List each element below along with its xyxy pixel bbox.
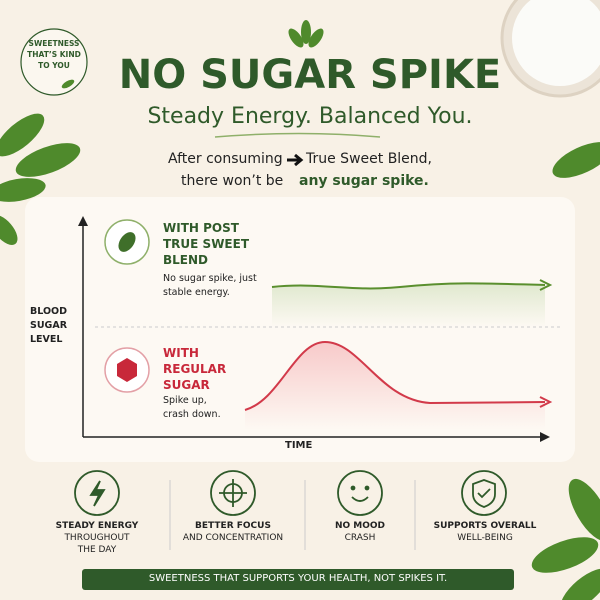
benefit-title: STEADY ENERGY bbox=[55, 521, 139, 531]
blend-heading: WITH POST TRUE SWEET BLEND bbox=[163, 221, 250, 267]
benefit-title: NO MOOD bbox=[334, 521, 386, 531]
y-axis-label: BLOOD SUGAR LEVEL bbox=[30, 306, 68, 345]
badge: SWEETNESS THAT’S KIND TO YOU bbox=[21, 38, 87, 71]
subtitle: Steady Energy. Balanced You. bbox=[147, 104, 473, 129]
benefit-title: BETTER FOCUS bbox=[195, 521, 271, 531]
benefit-subtitle: WELL-BEING bbox=[457, 533, 513, 543]
benefit: STEADY ENERGY THROUGHOUT THE DAY bbox=[37, 520, 157, 556]
blend-description: No sugar spike, just stable energy. bbox=[163, 273, 257, 298]
benefit: SUPPORTS OVERALL WELL-BEING bbox=[420, 520, 550, 544]
x-axis-label: TIME bbox=[285, 440, 313, 451]
badge-line: TO YOU bbox=[38, 61, 70, 70]
footer-text: SWEETNESS THAT SUPPORTS YOUR HEALTH, NOT… bbox=[148, 573, 448, 584]
badge-line: THAT’S KIND bbox=[27, 50, 81, 59]
regular-description: Spike up, crash down. bbox=[163, 395, 221, 420]
intro-highlight: any sugar spike. bbox=[299, 173, 429, 189]
regular-heading: WITH REGULAR SUGAR bbox=[163, 346, 227, 392]
benefit-subtitle: AND CONCENTRATION bbox=[182, 533, 284, 543]
benefit-subtitle: CRASH bbox=[344, 533, 376, 543]
badge-line: SWEETNESS bbox=[28, 39, 80, 48]
benefit: NO MOOD CRASH bbox=[305, 520, 415, 544]
title: NO SUGAR SPIKE bbox=[118, 52, 502, 98]
intro-text: After consuming bbox=[168, 151, 283, 167]
intro-text: there won’t be bbox=[181, 173, 284, 189]
benefit: BETTER FOCUS AND CONCENTRATION bbox=[173, 520, 293, 544]
intro-product: True Sweet Blend, bbox=[306, 151, 433, 167]
benefit-title: SUPPORTS OVERALL bbox=[433, 521, 537, 531]
benefit-subtitle: THROUGHOUT THE DAY bbox=[64, 533, 130, 555]
